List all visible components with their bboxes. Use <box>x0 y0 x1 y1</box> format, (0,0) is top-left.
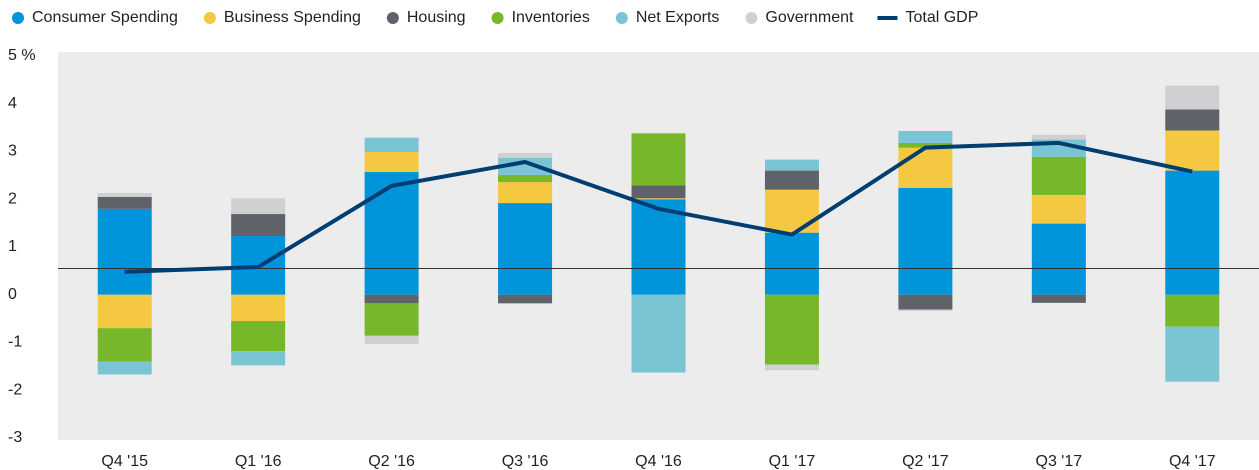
bar-segment <box>97 196 152 209</box>
bar-segment <box>1165 130 1220 171</box>
bar-segment <box>97 208 152 295</box>
bar-segment <box>764 189 819 233</box>
legend-swatch <box>386 12 399 24</box>
bar-segment <box>1165 85 1220 110</box>
bar-segment <box>364 294 419 304</box>
legend-swatch <box>12 12 24 24</box>
legend-label: Housing <box>407 9 466 26</box>
bar-segment <box>1031 134 1086 140</box>
bar-segment <box>1031 223 1086 295</box>
x-tick-label: Q3 '16 <box>502 453 549 470</box>
bar-segment <box>97 294 152 329</box>
bar-segment <box>97 328 152 362</box>
y-tick-label: 4 <box>8 95 17 112</box>
bar-segment <box>498 174 553 183</box>
legend-label: Inventories <box>512 9 590 26</box>
x-tick-label: Q2 '17 <box>902 453 949 470</box>
bar-segment <box>764 294 819 365</box>
bar-segment <box>631 199 686 295</box>
bar-segment <box>231 198 286 215</box>
legend-label: Net Exports <box>636 9 720 26</box>
bar-segment <box>1031 294 1086 303</box>
y-tick-label: 3 <box>8 143 17 160</box>
bar-segment <box>364 303 419 336</box>
y-tick-label: -2 <box>8 381 22 398</box>
bar-segment <box>498 157 553 175</box>
bar-segment <box>231 321 286 352</box>
bar-segment <box>231 294 286 322</box>
bar-segment <box>498 294 553 304</box>
bar-segment <box>231 214 286 237</box>
bar-segment <box>231 351 286 366</box>
bar-segment <box>1165 294 1220 327</box>
bar-segment <box>97 193 152 197</box>
bar-segment <box>498 182 553 204</box>
bar-segment <box>764 170 819 190</box>
x-tick-label: Q1 '17 <box>769 453 816 470</box>
bar-segment <box>898 142 953 148</box>
x-tick-label: Q4 '15 <box>101 453 148 470</box>
bar-segment <box>898 147 953 188</box>
bar-segment <box>1031 194 1086 224</box>
y-tick-label: 5 % <box>8 47 36 64</box>
x-tick-label: Q4 '17 <box>1169 453 1216 470</box>
legend-label: Business Spending <box>224 9 361 26</box>
legend-label: Government <box>765 9 854 26</box>
legend-swatch <box>615 12 628 24</box>
legend-swatch <box>203 12 216 24</box>
bar-segment <box>97 361 152 375</box>
y-tick-label: -3 <box>8 429 22 446</box>
bar-segment <box>1165 326 1220 382</box>
bar-segment <box>631 185 686 199</box>
bar-segment <box>764 364 819 371</box>
legend-label: Total GDP <box>905 9 978 26</box>
y-tick-label: 0 <box>8 286 17 303</box>
x-tick-label: Q2 '16 <box>368 453 415 470</box>
x-tick-label: Q4 '16 <box>635 453 682 470</box>
bar-segment <box>898 309 953 311</box>
bar-segment <box>764 232 819 295</box>
bar-segment <box>364 151 419 173</box>
y-tick-label: 2 <box>8 190 17 207</box>
bar-segment <box>631 198 686 200</box>
x-tick-label: Q3 '17 <box>1036 453 1083 470</box>
bar-segment <box>364 335 419 344</box>
bar-segment <box>364 137 419 152</box>
bar-segment <box>764 159 819 171</box>
bar-segment <box>1165 109 1220 131</box>
bar-segment <box>1031 156 1086 195</box>
legend-swatch <box>491 12 504 24</box>
bar-segment <box>364 172 419 295</box>
legend-label: Consumer Spending <box>32 9 178 26</box>
bar-segment <box>631 294 686 373</box>
bar-segment <box>1165 170 1220 295</box>
bar-segment <box>898 187 953 295</box>
bar-segment <box>631 133 686 186</box>
legend-swatch <box>745 12 758 24</box>
y-tick-label: -1 <box>8 334 22 351</box>
bar-segment <box>898 294 953 310</box>
line-series <box>124 140 1193 274</box>
bar-segment <box>898 130 953 143</box>
x-tick-label: Q1 '16 <box>235 453 282 470</box>
bar-segment <box>498 203 553 295</box>
bar-segment <box>498 152 553 158</box>
y-tick-label: 1 <box>8 238 17 255</box>
